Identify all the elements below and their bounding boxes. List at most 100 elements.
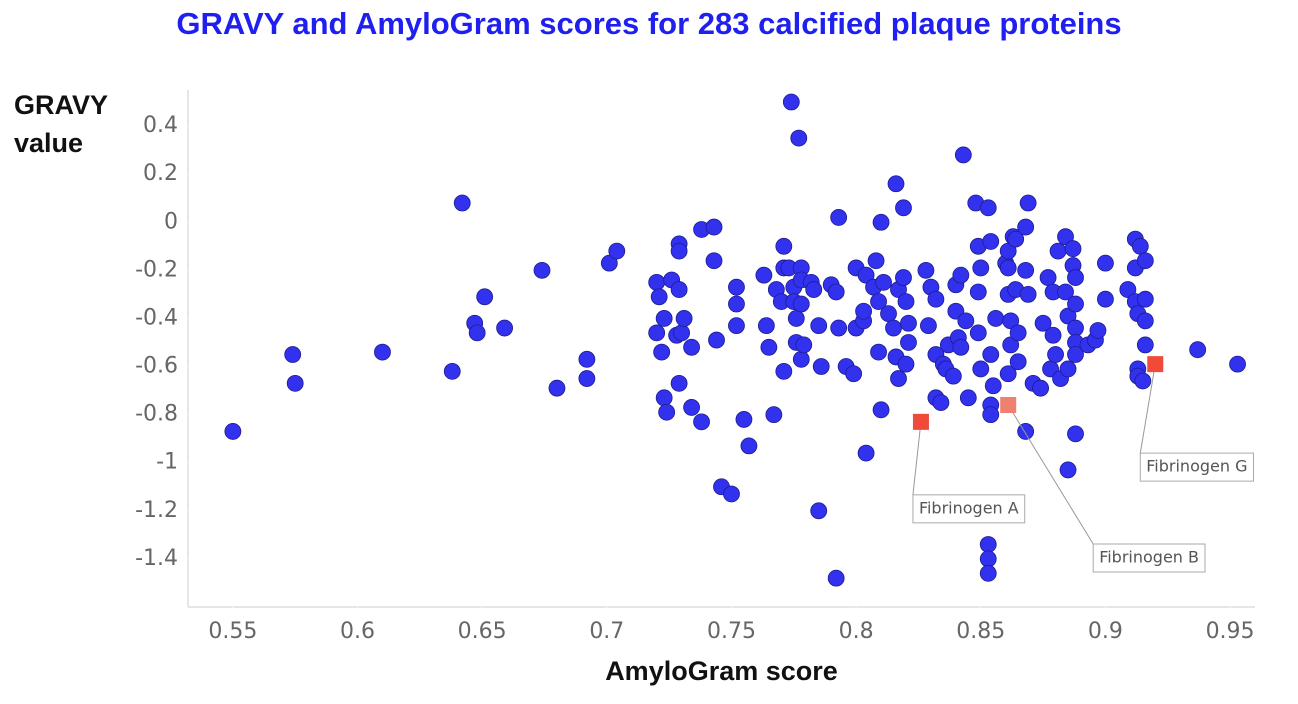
annotation-label: Fibrinogen B (1099, 548, 1199, 567)
data-point (653, 343, 671, 361)
data-point (1032, 379, 1050, 397)
data-point (855, 302, 873, 320)
data-point (969, 283, 987, 301)
data-point (982, 346, 1000, 363)
highlight-marker (912, 413, 929, 430)
data-point (872, 213, 890, 231)
data-point (944, 367, 962, 385)
data-point (708, 331, 725, 349)
data-point (969, 324, 987, 342)
y-tick-label: 0.4 (143, 113, 178, 138)
data-point (1189, 341, 1207, 359)
data-point (705, 252, 723, 270)
leader-line (1139, 364, 1156, 454)
data-point (1067, 425, 1084, 443)
data-point (830, 209, 848, 226)
data-point (900, 314, 917, 332)
data-point (648, 324, 666, 342)
data-point (1044, 326, 1062, 344)
data-point (952, 266, 970, 284)
annotation-label: Fibrinogen G (1146, 457, 1247, 476)
leader-line (1007, 404, 1094, 545)
data-point (917, 261, 935, 279)
data-point (468, 324, 486, 342)
data-point (1017, 218, 1035, 236)
data-point (979, 199, 997, 217)
data-point (476, 288, 494, 306)
data-point (1136, 290, 1154, 308)
x-tick-label: 0.85 (956, 619, 1005, 644)
data-point (1067, 295, 1084, 313)
data-point (705, 218, 723, 236)
y-tick-label: -0.6 (135, 354, 178, 379)
data-point (857, 266, 875, 284)
data-point (1047, 346, 1064, 363)
data-point (650, 288, 668, 306)
data-point (787, 310, 805, 327)
data-point (895, 199, 912, 217)
data-point (984, 377, 1002, 395)
data-point (683, 399, 700, 416)
highlight-marker (1000, 397, 1017, 414)
leader-line (912, 421, 922, 495)
data-point (890, 370, 907, 387)
y-tick-label: -1 (156, 450, 178, 475)
data-point (1002, 336, 1020, 354)
data-point (224, 423, 242, 440)
data-point (723, 485, 740, 503)
data-point (765, 406, 783, 424)
x-tick-label: 0.65 (458, 619, 507, 644)
data-point (655, 389, 673, 407)
data-point (728, 278, 745, 296)
data-point (1059, 307, 1077, 325)
y-tick-label: 0 (164, 209, 178, 234)
data-point (728, 295, 745, 313)
x-tick-label: 0.75 (707, 619, 756, 644)
data-point (810, 317, 828, 335)
data-point (827, 569, 845, 587)
data-point (982, 406, 1000, 424)
data-point (954, 146, 972, 164)
data-point (1017, 423, 1035, 440)
data-point (1017, 261, 1035, 279)
data-point (872, 401, 890, 419)
data-point (1067, 269, 1084, 286)
data-point (1067, 319, 1084, 337)
highlight-marker (1147, 356, 1164, 373)
data-point (927, 290, 945, 308)
data-point (857, 444, 875, 462)
data-point (959, 389, 977, 407)
data-point (792, 350, 810, 368)
data-point (775, 362, 793, 380)
data-point (1039, 269, 1057, 286)
data-point (982, 233, 1000, 250)
data-point (870, 343, 887, 361)
data-point (805, 281, 823, 298)
annotation-box (912, 494, 1026, 524)
data-point (548, 379, 566, 397)
data-point (578, 350, 596, 368)
x-tick-label: 0.55 (208, 619, 257, 644)
y-tick-label: -1.4 (135, 546, 178, 571)
data-point (972, 259, 990, 277)
data-point (979, 550, 997, 568)
data-point (782, 93, 800, 111)
data-point (1057, 283, 1074, 301)
data-point (1131, 237, 1149, 255)
data-point (757, 317, 775, 335)
data-point (957, 312, 975, 330)
data-point (1134, 372, 1152, 390)
data-point (895, 269, 912, 286)
data-point (673, 324, 691, 342)
data-point (1009, 324, 1027, 342)
data-point (897, 293, 915, 311)
data-point (1059, 360, 1077, 378)
data-point (1002, 312, 1020, 330)
data-point (675, 310, 693, 327)
x-tick-label: 0.8 (839, 619, 874, 644)
y-tick-label: -1.2 (135, 498, 178, 523)
data-point (867, 252, 885, 270)
data-point (999, 259, 1017, 277)
data-point (845, 365, 863, 383)
